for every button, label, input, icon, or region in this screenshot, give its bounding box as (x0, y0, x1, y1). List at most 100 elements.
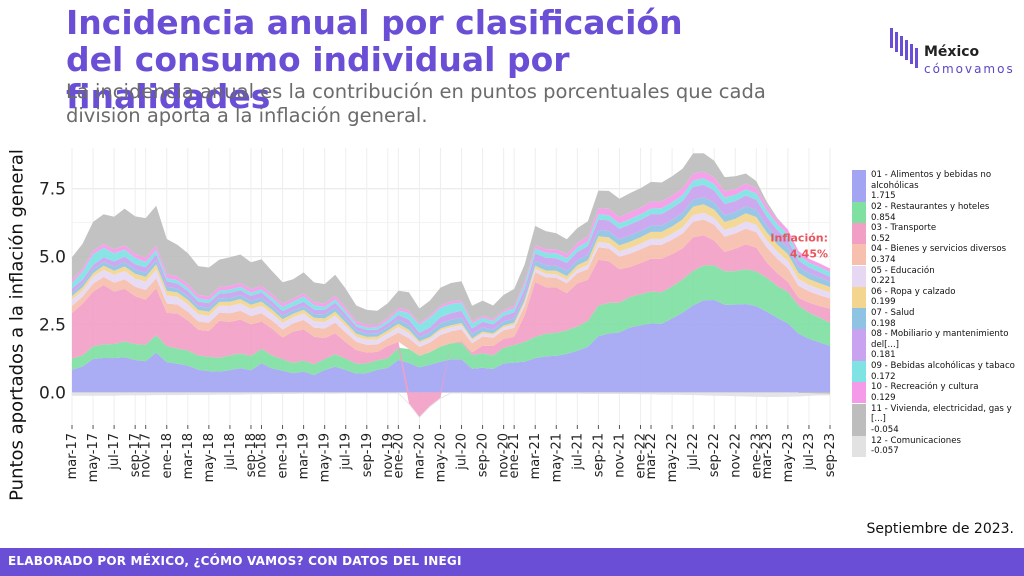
brand-logo: México cómovamos (890, 22, 1013, 82)
x-tick-label: may-23 (781, 433, 796, 482)
legend-series-name: 04 - Bienes y servicios diversos (871, 244, 1007, 255)
x-tick-label: jul-22 (686, 433, 701, 471)
series-area-1 (72, 300, 830, 393)
legend-series-name: 11 - Vivienda, electricidad, gas y [...] (871, 403, 1012, 425)
y-axis-label-container: Puntos aportados a la inflación general (2, 149, 32, 501)
x-tick-label: ene-20 (391, 433, 406, 478)
legend-item: 04 - Bienes y servicios diversos 0.374 (852, 244, 1024, 266)
legend-series-value: -0.057 (871, 446, 899, 457)
legend-label: 10 - Recreación y cultura 0.129 (871, 382, 979, 403)
x-tick-label: ene-23 (749, 433, 764, 478)
series-area-11 (72, 153, 830, 394)
legend-series-value: 0.52 (871, 233, 891, 244)
legend-swatch (852, 244, 866, 266)
legend-swatch (852, 223, 866, 245)
legend-label: 04 - Bienes y servicios diversos 0.374 (871, 244, 1006, 265)
x-tick-label: jul-18 (223, 433, 238, 471)
legend-series-name: 09 - Bebidas alcohólicas y tabaco (871, 361, 1015, 372)
annotation-value: 4.45% (790, 248, 828, 261)
series-area-4 (72, 219, 830, 356)
x-tick-label: ene-22 (634, 433, 649, 478)
x-tick-label: ene-19 (276, 433, 291, 478)
series-area-8 (72, 184, 830, 338)
legend-label: 12 - Comunicaciones -0.057 (871, 436, 961, 457)
footer-bar: ELABORADO POR MÉXICO, ¿CÓMO VAMOS? CON D… (0, 548, 1024, 576)
y-tick-label: 0.0 (39, 383, 66, 403)
legend-item: 07 - Salud 0.198 (852, 307, 1024, 329)
x-tick-label: jul-17 (107, 433, 122, 471)
annotation-label: Inflación: (770, 232, 828, 245)
legend-item: 08 - Mobiliario y mantenimiento del[...]… (852, 329, 1024, 362)
x-tick-label: nov-21 (612, 433, 627, 478)
legend-series-name: 10 - Recreación y cultura (871, 382, 979, 393)
x-tick-label: sep-21 (591, 433, 606, 477)
chart-subtitle: La incidencia anual es la contribución e… (66, 80, 766, 127)
chart-series-areas (72, 153, 830, 418)
legend-series-value: 1.715 (871, 191, 896, 202)
y-axis-ticks: 0.0 2.5 5.0 7.5 (39, 180, 66, 404)
legend-item: 03 - Transporte 0.52 (852, 223, 1024, 245)
inflation-annotation: Inflación: 4.45% (770, 232, 828, 261)
legend-swatch (852, 265, 866, 287)
legend-label: 11 - Vivienda, electricidad, gas y [...]… (871, 404, 1024, 436)
legend-label: 06 - Ropa y calzado 0.199 (871, 287, 955, 308)
legend-series-value: 0.374 (871, 254, 896, 265)
legend-series-name: 12 - Comunicaciones (871, 435, 961, 446)
legend-swatch (852, 286, 866, 308)
legend-swatch (852, 329, 866, 362)
x-tick-label: nov-19 (381, 433, 396, 478)
legend-series-name: 07 - Salud (871, 307, 915, 318)
series-area-5 (72, 212, 830, 347)
legend-swatch (852, 403, 866, 436)
legend-swatch (852, 435, 866, 457)
legend-label: 09 - Bebidas alcohólicas y tabaco 0.172 (871, 361, 1015, 382)
x-tick-label: nov-17 (139, 433, 154, 478)
x-tick-label: mar-18 (181, 433, 196, 479)
legend-item: 01 - Alimentos y bebidas no alcohólicas 1… (852, 170, 1024, 202)
legend-label: 05 - Educación 0.221 (871, 266, 935, 287)
chart-legend: 01 - Alimentos y bebidas no alcohólicas 1… (852, 170, 1024, 457)
x-tick-label: mar-17 (65, 433, 80, 479)
x-tick-label: jul-20 (455, 433, 470, 471)
x-tick-label: may-22 (665, 433, 680, 482)
legend-series-name: 08 - Mobiliario y mantenimiento del[...] (871, 329, 1009, 350)
legend-item: 09 - Bebidas alcohólicas y tabaco 0.172 (852, 361, 1024, 383)
x-tick-label: ene-21 (507, 433, 522, 478)
x-tick-label: mar-21 (528, 433, 543, 479)
series-area-3 (72, 235, 830, 417)
logo-text-sub: cómovamos (924, 62, 1015, 76)
chart-title: Incidencia anual por clasificación del c… (66, 3, 683, 116)
legend-swatch (852, 361, 866, 383)
legend-series-name: 01 - Alimentos y bebidas no alcohólicas (871, 170, 992, 191)
legend-series-name: 05 - Educación (871, 265, 935, 276)
stacked-area-chart: 0.02.55.07.5 mar-17 may-17 jul-17 sep-17nov… (39, 148, 838, 482)
legend-swatch (852, 382, 866, 404)
legend-series-value: 0.854 (871, 212, 896, 223)
x-tick-label: jul-21 (570, 433, 585, 471)
legend-item: 02 - Restaurantes y hoteles 0.854 (852, 202, 1024, 223)
x-tick-label: sep-20 (476, 433, 491, 477)
legend-series-name: 06 - Ropa y calzado (871, 286, 956, 297)
x-tick-label: sep-22 (707, 433, 722, 477)
y-axis-label: Puntos aportados a la inflación general (6, 149, 28, 501)
x-tick-label: jul-23 (802, 433, 817, 471)
x-tick-label: nov-22 (728, 433, 743, 478)
legend-series-value: -0.054 (871, 424, 899, 435)
legend-swatch (852, 202, 866, 223)
x-tick-label: jul-19 (339, 433, 354, 471)
legend-item: 10 - Recreación y cultura 0.129 (852, 382, 1024, 404)
x-tick-label: may-19 (318, 433, 333, 482)
legend-label: 07 - Salud 0.198 (871, 308, 915, 329)
legend-item: 11 - Vivienda, electricidad, gas y [...]… (852, 403, 1024, 436)
series-area-10 (72, 171, 830, 328)
legend-label: 08 - Mobiliario y mantenimiento del[...]… (871, 329, 1024, 361)
legend-label: 02 - Restaurantes y hoteles 0.854 (871, 202, 989, 223)
x-tick-label: mar-19 (297, 433, 312, 479)
y-tick-label: 7.5 (39, 180, 66, 200)
legend-label: 01 - Alimentos y bebidas no alcohólicas 1… (871, 170, 1024, 202)
legend-item: 06 - Ropa y calzado 0.199 (852, 286, 1024, 308)
legend-swatch (852, 170, 866, 202)
logo-bars-icon (890, 28, 918, 68)
x-tick-label: sep-18 (244, 433, 259, 477)
legend-series-value: 0.198 (871, 318, 896, 329)
